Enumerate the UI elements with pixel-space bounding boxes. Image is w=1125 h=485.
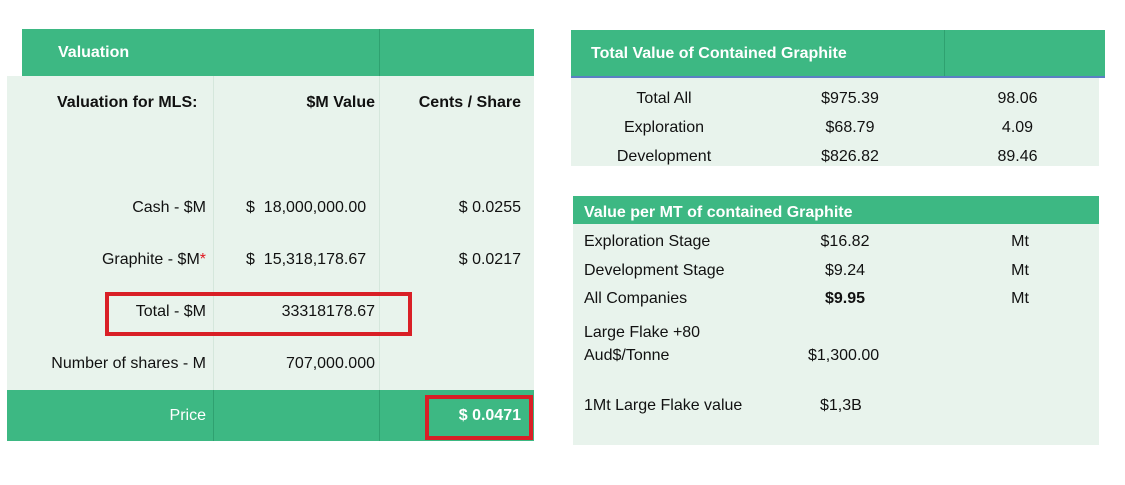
per-mt-header-title: Value per MT of contained Graphite — [584, 204, 853, 221]
contained-header-bar — [571, 30, 1105, 77]
per-mt-row-value: $9.95 — [824, 290, 866, 307]
graphite-label-text: Graphite - $M — [101, 251, 200, 268]
contained-row-value: $68.79 — [825, 119, 875, 136]
col-divider — [379, 76, 380, 390]
price-value: $ 0.0471 — [458, 407, 521, 424]
valuation-row-label: Graphite - $M* — [10, 251, 206, 269]
contained-header-title: Total Value of Contained Graphite — [591, 45, 847, 62]
per-mt-row-unit: Mt — [1011, 290, 1029, 307]
contained-row-value: $826.82 — [821, 148, 879, 165]
contained-body — [571, 78, 1099, 166]
valuation-row-cents: $ 0.0217 — [458, 251, 521, 268]
per-mt-row-label: All Companies — [584, 290, 688, 307]
mt-flake-label: 1Mt Large Flake value — [584, 397, 743, 414]
valuation-row-value: 707,000.000 — [286, 355, 375, 372]
valuation-row-label: Total - $M — [135, 303, 206, 320]
contained-row-cents: 4.09 — [1001, 119, 1034, 136]
valuation-row-value: 33318178.67 — [281, 303, 375, 320]
contained-row-cents: 98.06 — [997, 90, 1038, 107]
flake-label-line-2: Aud$/Tonne — [584, 347, 670, 364]
valuation-row-cents: $ 0.0255 — [458, 199, 521, 216]
flake-label-line-1: Large Flake +80 — [584, 324, 701, 341]
asterisk-marker: * — [199, 251, 206, 268]
valuation-row-value: $ 18,000,000.00 — [246, 199, 367, 216]
contained-row-label: Total All — [636, 90, 692, 107]
per-mt-row-unit: Mt — [1011, 262, 1029, 279]
per-mt-row-unit: Mt — [1011, 233, 1029, 250]
per-mt-header-bar — [573, 196, 1099, 224]
contained-header-underline — [571, 76, 1105, 78]
col-divider — [213, 76, 214, 390]
total-highlight-box — [105, 292, 412, 336]
valuation-col-cents: Cents / Share — [418, 94, 521, 111]
valuation-row-label: Number of shares - M — [51, 355, 206, 372]
contained-row-cents: 89.46 — [997, 148, 1038, 165]
col-divider — [213, 390, 214, 441]
per-mt-row-label: Exploration Stage — [584, 233, 711, 250]
contained-row-label: Exploration — [623, 119, 705, 136]
valuation-header-bar — [22, 29, 534, 76]
valuation-header-title: Valuation — [58, 44, 130, 61]
valuation-row-label: Cash - $M — [132, 199, 206, 216]
per-mt-body — [573, 224, 1099, 445]
price-label: Price — [169, 407, 206, 424]
valuation-col-label: Valuation for MLS: — [57, 94, 198, 111]
contained-row-label: Development — [616, 148, 712, 165]
header-divider — [379, 29, 380, 76]
valuation-body — [7, 76, 534, 390]
price-highlight-box — [425, 395, 533, 440]
per-mt-row-value: $16.82 — [820, 233, 870, 250]
per-mt-row-label: Development Stage — [584, 262, 725, 279]
flake-value: $1,300.00 — [808, 347, 880, 364]
contained-row-value: $975.39 — [821, 90, 879, 107]
header-divider — [944, 30, 945, 76]
col-divider — [379, 390, 380, 441]
mt-flake-value: $1,3B — [820, 397, 862, 414]
valuation-row-value: $ 15,318,178.67 — [246, 251, 367, 268]
per-mt-row-value: $9.24 — [824, 262, 866, 279]
valuation-col-value: $M Value — [306, 94, 375, 111]
